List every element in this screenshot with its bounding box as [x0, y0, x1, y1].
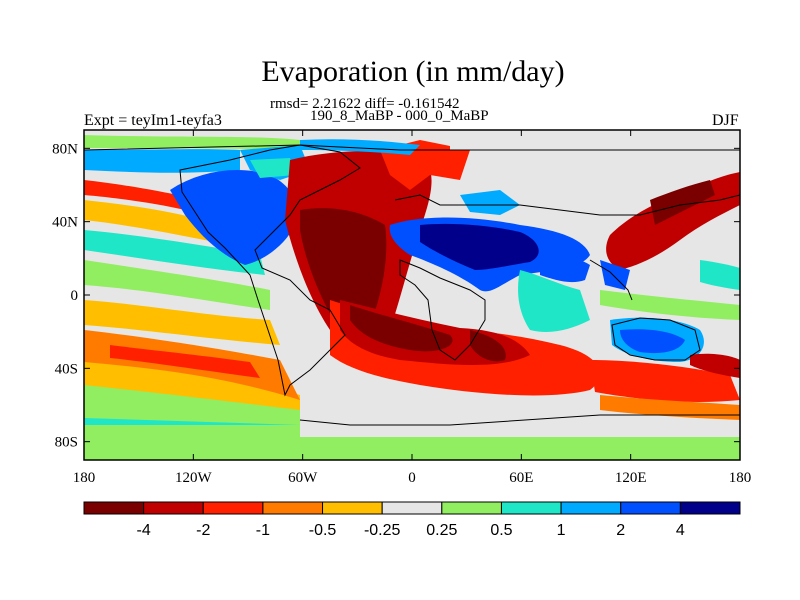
y-tick-label: 80S — [55, 435, 78, 451]
y-tick-label: 40S — [55, 361, 78, 377]
map-title: Evaporation (in mm/day) — [261, 55, 565, 88]
x-tick-label: 60W — [288, 470, 318, 486]
y-axis: 80N 40N 0 40S 80S — [52, 141, 740, 451]
evaporation-map — [84, 130, 740, 460]
colorbar-label: -2 — [196, 522, 210, 539]
x-tick-label: 60E — [509, 470, 533, 486]
colorbar-label: -1 — [256, 522, 270, 539]
colorbar-swatch — [83, 501, 145, 515]
colorbar-label: 0.5 — [490, 522, 512, 539]
statistics-line: rmsd= 2.21622 diff= -0.161542 — [270, 96, 460, 112]
colorbar-swatch — [620, 501, 681, 515]
colorbar-label: -0.5 — [309, 522, 337, 539]
x-axis: 180 120W 60W 0 60E 120E 180 — [73, 130, 752, 486]
colorbar-swatch — [202, 501, 264, 515]
colorbar-swatch — [262, 501, 324, 515]
colorbar-label: -0.25 — [364, 522, 401, 539]
colorbar-label: -4 — [137, 522, 151, 539]
experiments-line: 190_8_MaBP - 000_0_MaBP — [310, 108, 489, 124]
y-tick-label: 0 — [71, 288, 79, 304]
coastlines — [84, 144, 740, 426]
colorbar-swatch — [381, 501, 443, 515]
colorbar-swatch — [143, 501, 204, 515]
colorbar-label: 4 — [676, 522, 685, 539]
colorbar-swatch — [679, 501, 741, 515]
y-tick-label: 40N — [52, 215, 78, 231]
north-america-region — [170, 170, 297, 265]
x-tick-label: 180 — [729, 470, 752, 486]
colorbar-swatch — [500, 501, 562, 515]
x-tick-label: 120E — [615, 470, 647, 486]
colorbar-swatch — [441, 501, 502, 515]
season-label: DJF — [712, 112, 739, 129]
x-tick-label: 0 — [408, 470, 416, 486]
colorbar-swatch — [560, 501, 622, 515]
colorbar-label: 0.25 — [426, 522, 457, 539]
x-tick-label: 180 — [73, 470, 96, 486]
colorbar-label: 2 — [616, 522, 625, 539]
x-tick-label: 120W — [175, 470, 213, 486]
colorbar: -4 -2 -1 -0.5 -0.25 0.25 0.5 1 2 4 — [83, 501, 741, 539]
colorbar-label: 1 — [557, 522, 566, 539]
experiment-label: Expt = teyIm1-teyfa3 — [84, 112, 222, 129]
y-tick-label: 80N — [52, 141, 78, 157]
colorbar-swatch — [322, 501, 383, 515]
